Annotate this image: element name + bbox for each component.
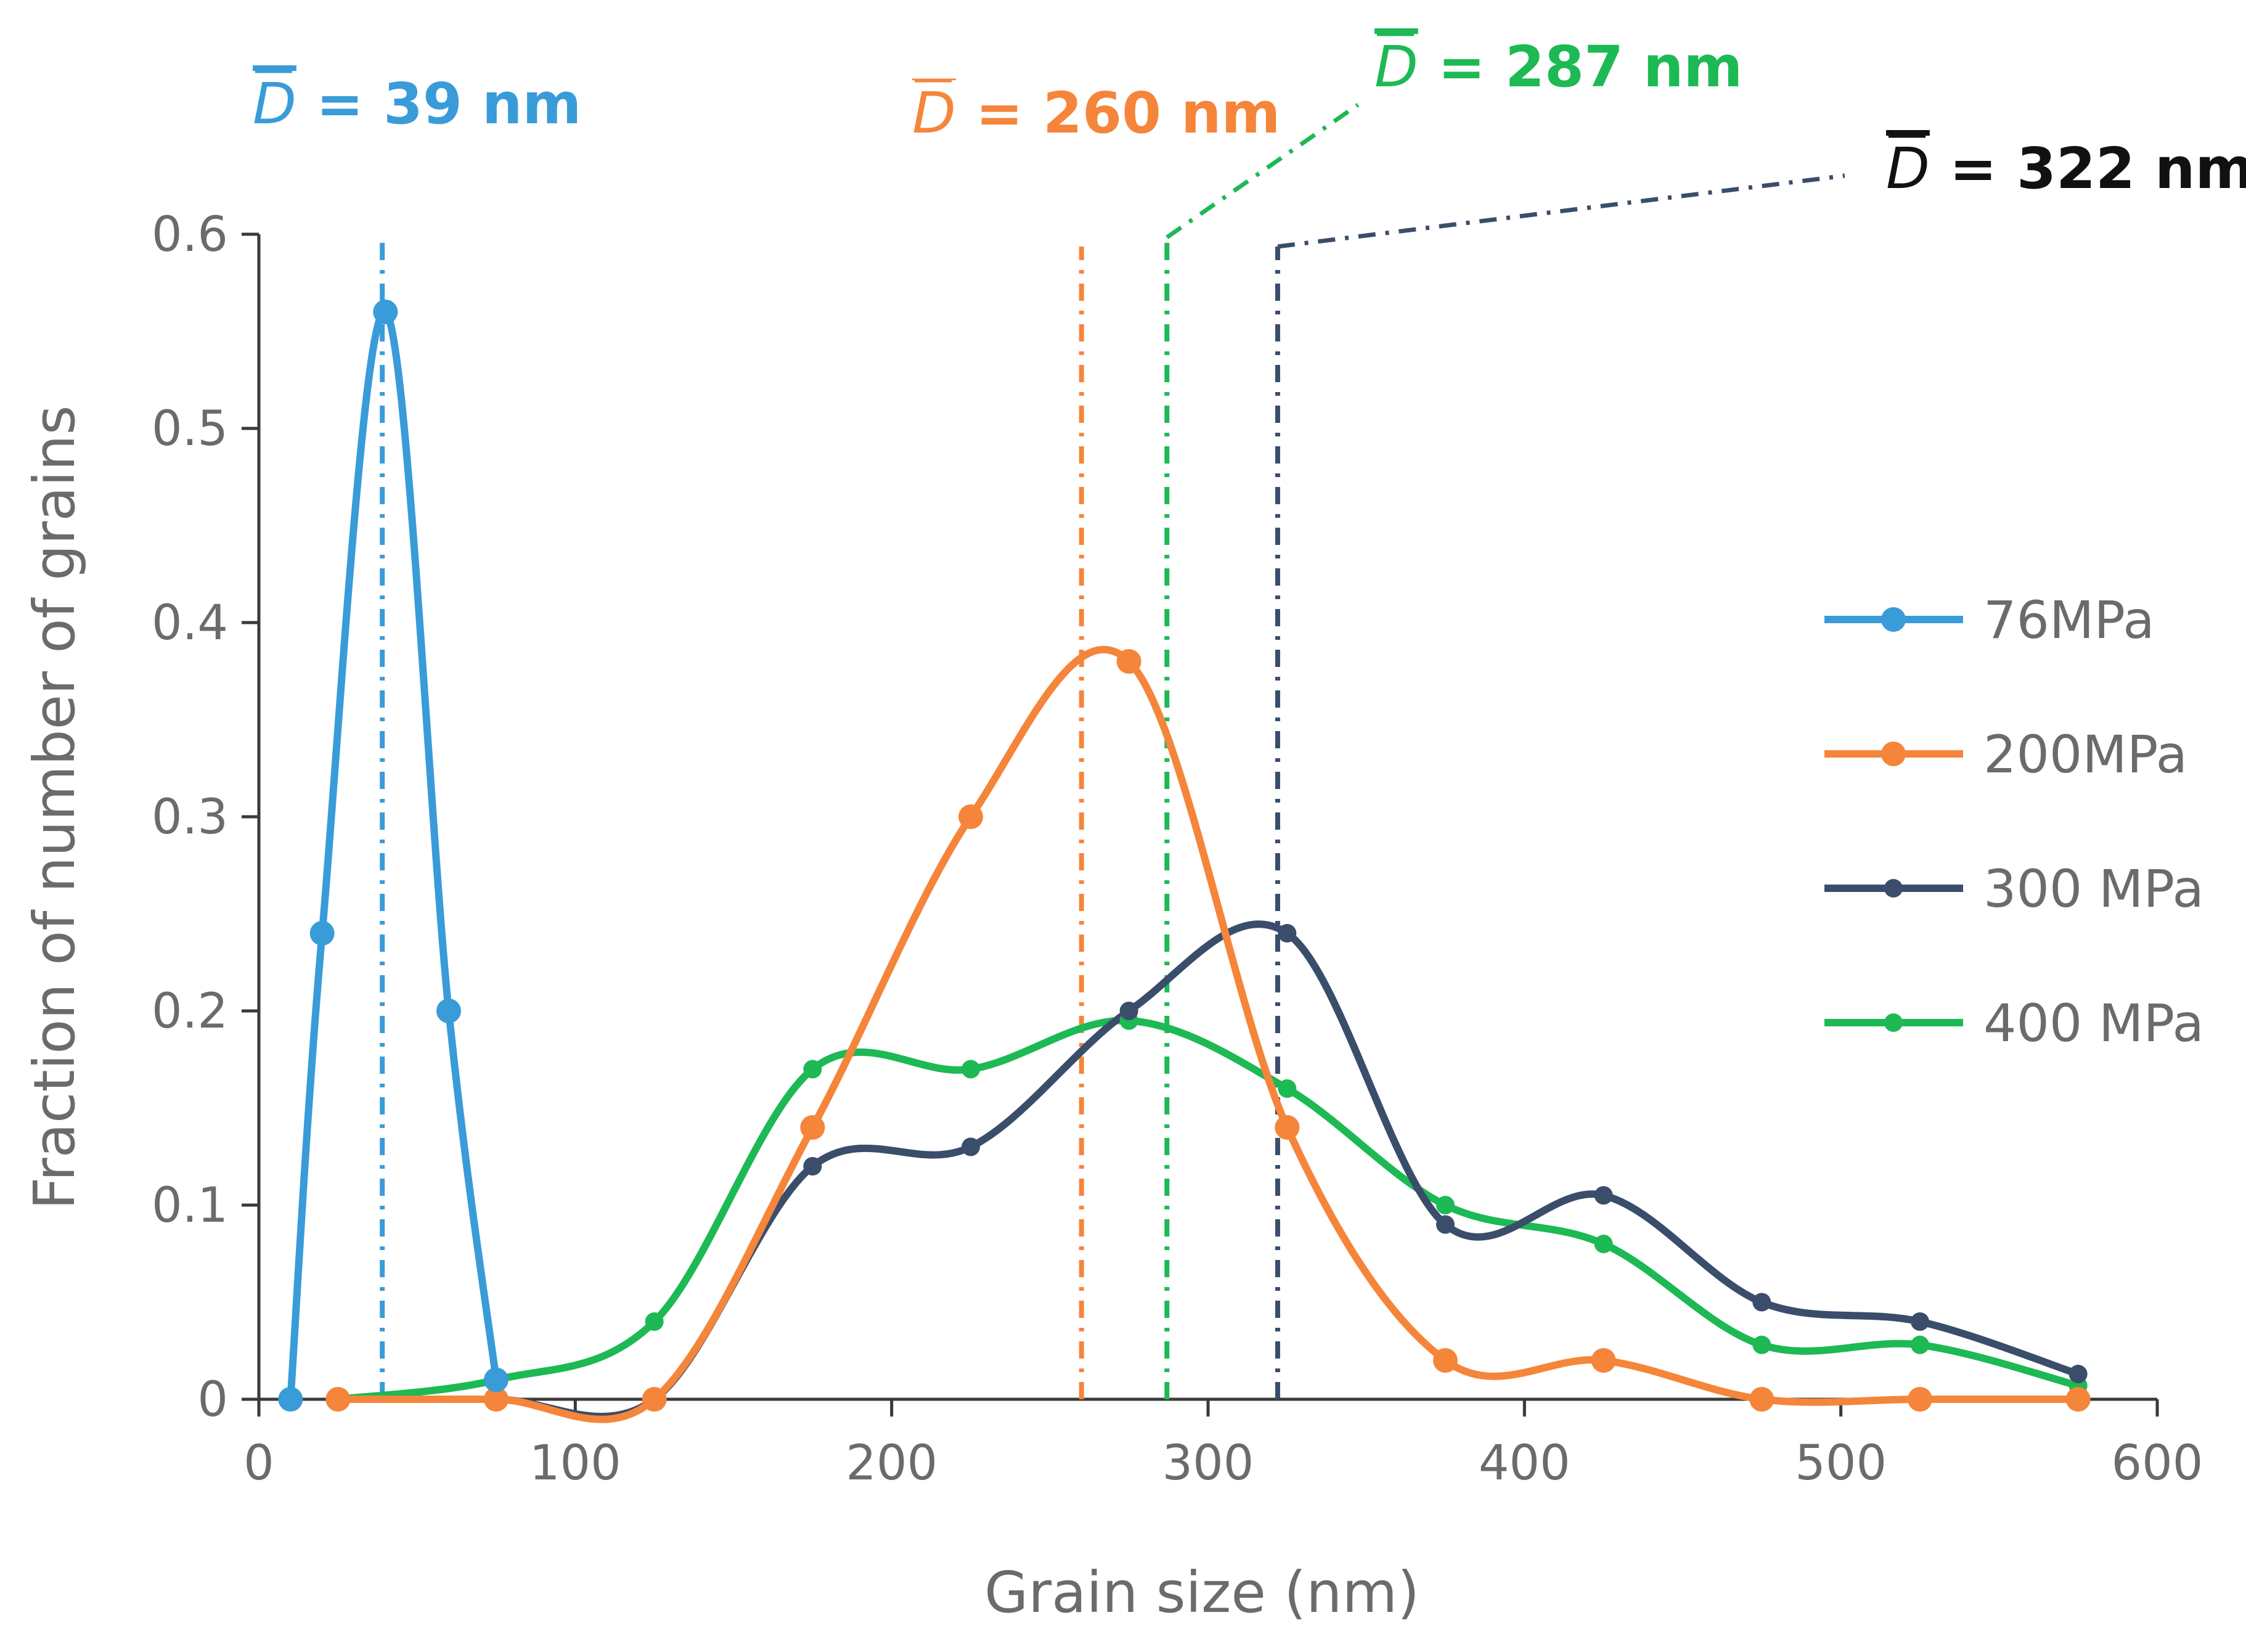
data-point-200mpa [1591,1348,1616,1373]
data-point-300mpa [2068,1365,2088,1384]
mean-label-s76: D = 39 nm [253,71,581,137]
axes [242,232,2159,1417]
mean-annotations: D = 39 nm D = 260 nm D = 287 nm D = 322 nm [253,33,2246,202]
y-tick-label: 0.2 [152,984,228,1039]
legend-marker [1884,879,1903,898]
y-tick-label: 0.5 [152,401,228,457]
y-axis-title: Fraction of number of grains [22,405,88,1209]
data-point-76mpa [373,300,398,324]
data-point-400mpa [1911,1335,1929,1354]
data-point-300mpa [1119,1002,1138,1020]
data-point-400mpa [803,1060,822,1079]
legend: 76MPa 200MPa 300 MPa 400 MPa [1824,590,2204,1053]
y-tick-label: 0.3 [152,790,228,845]
data-point-76mpa [278,1387,303,1412]
x-tick-label: 100 [529,1436,621,1491]
data-point-200mpa [1275,1115,1300,1140]
data-point-200mpa [642,1387,667,1412]
data-point-76mpa [309,921,335,946]
mean-label-s200: D = 260 nm [912,80,1280,146]
series-lines [287,308,2082,1423]
series-line-400mpa [334,1016,2082,1403]
legend-marker [1884,1013,1903,1032]
x-axis-title: Grain size (nm) [984,1560,1419,1625]
data-point-400mpa [1278,1079,1297,1098]
data-point-400mpa [1436,1196,1455,1214]
series-line-76mpa [287,308,500,1403]
x-tick-label: 400 [1479,1436,1570,1491]
data-point-400mpa [645,1312,664,1331]
series-line-300mpa [334,920,2082,1420]
data-point-400mpa [962,1060,980,1079]
data-point-200mpa [1433,1348,1458,1373]
series-line-200mpa [334,645,2082,1423]
data-point-400mpa [1594,1235,1613,1253]
data-point-200mpa [325,1387,351,1412]
mean-lines [380,103,1845,1399]
data-point-300mpa [803,1157,822,1176]
legend-label: 400 MPa [1983,993,2204,1053]
data-point-200mpa [958,804,983,829]
data-point-200mpa [800,1115,825,1140]
y-tick-label: 0.6 [152,207,228,263]
y-tick-label: 0 [197,1372,228,1428]
series-points [278,300,2091,1412]
data-point-300mpa [1278,924,1297,943]
data-point-300mpa [1911,1312,1929,1331]
data-point-300mpa [1436,1215,1455,1234]
data-point-200mpa [1116,649,1141,674]
mean-label-s300: D = 322 nm [1886,136,2246,202]
data-point-300mpa [1752,1293,1771,1312]
mean-label-s400: D = 287 nm [1374,34,1742,100]
x-tick-label: 500 [1795,1436,1887,1491]
data-point-76mpa [484,1367,508,1392]
legend-label: 300 MPa [1983,859,2204,919]
y-tick-label: 0.1 [152,1178,228,1233]
data-point-200mpa [2065,1387,2091,1412]
x-tick-label: 300 [1162,1436,1254,1491]
legend-label: 200MPa [1983,724,2187,785]
x-tick-label: 600 [2112,1436,2203,1491]
mean-leader-s300 [1277,173,1845,249]
data-point-300mpa [962,1137,980,1156]
legend-label: 76MPa [1983,590,2155,650]
y-tick-label: 0.4 [152,595,228,651]
x-tick-label: 200 [846,1436,937,1491]
x-tick-label: 0 [243,1436,274,1491]
legend-marker [1881,742,1906,766]
tick-labels: 0 100 200 300 400 500 600 0 0.1 0.2 0.3 0.4 0.5 0.6 [152,207,2203,1491]
data-point-200mpa [1749,1387,1774,1412]
data-point-76mpa [436,999,461,1023]
data-point-400mpa [1752,1335,1771,1354]
data-point-200mpa [484,1387,508,1412]
data-point-200mpa [1908,1387,1932,1412]
legend-marker [1881,607,1906,632]
data-point-300mpa [1594,1186,1613,1205]
